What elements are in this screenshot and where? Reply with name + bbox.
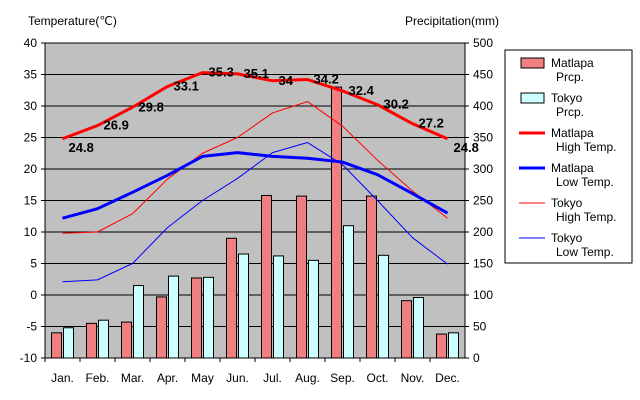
line-tokyo-low-temp	[62, 142, 448, 283]
x-tick-label: Sep.	[330, 371, 355, 385]
left-tick-label: 10	[24, 225, 38, 239]
left-tick-label: 5	[30, 257, 37, 271]
right-tick-label: 300	[473, 162, 493, 176]
legend-label: Matlapa	[551, 126, 594, 140]
bar-tokyo-prcp	[343, 225, 354, 359]
x-tick-label: Feb.	[85, 371, 109, 385]
legend-label: Matlapa	[551, 56, 594, 70]
bar-matlapa-prcp	[51, 332, 62, 359]
legend-label: Tokyo	[551, 196, 583, 210]
right-axis-title: Precipitation(mm)	[405, 14, 499, 28]
right-tick-label: 200	[473, 225, 493, 239]
left-axis-title: Temperature(℃)	[28, 14, 117, 28]
line-matlapa-low-temp	[62, 151, 449, 220]
data-label: 35.1	[244, 66, 269, 81]
bar-tokyo-prcp	[133, 285, 144, 359]
left-tick-label: 20	[24, 162, 38, 176]
left-tick-label: 15	[24, 194, 38, 208]
legend-label: Tokyo	[551, 231, 583, 245]
legend-box	[504, 49, 633, 264]
legend-label: Tokyo	[551, 91, 583, 105]
bar-matlapa-prcp	[121, 321, 132, 359]
bar-tokyo-prcp	[238, 253, 249, 359]
bar-matlapa-prcp	[261, 194, 272, 359]
left-tick-label: -10	[20, 351, 38, 365]
bar-matlapa-prcp	[191, 277, 202, 359]
data-label: 29.8	[139, 99, 164, 114]
legend-label: High Temp.	[556, 140, 616, 154]
bar-tokyo-prcp	[448, 332, 459, 359]
left-tick-label: 0	[30, 288, 37, 302]
right-tick-label: 450	[473, 68, 493, 82]
data-label: 26.9	[104, 118, 129, 133]
legend-label: Low Temp.	[556, 245, 614, 259]
x-tick-label: Oct.	[366, 371, 388, 385]
legend-label: Prcp.	[556, 105, 584, 119]
bar-tokyo-prcp	[168, 275, 179, 359]
left-tick-label: 35	[24, 68, 38, 82]
left-tick-label: 30	[24, 99, 38, 113]
bar-matlapa-prcp	[86, 322, 97, 359]
right-tick-label: 350	[473, 131, 493, 145]
bar-tokyo-prcp	[273, 255, 284, 359]
line-tokyo-high-temp	[62, 101, 448, 234]
line-series-group	[61, 71, 449, 283]
x-tick-label: Mar.	[121, 371, 144, 385]
x-tick-label: Jun.	[226, 371, 249, 385]
right-tick-label: 500	[473, 36, 493, 50]
data-labels-group: 24.8 26.9 29.8 33.1 35.3 35.1 34 34.2 32.4 30.2 27…	[69, 65, 479, 155]
x-tick-label: Dec.	[435, 371, 460, 385]
data-label: 35.3	[209, 65, 234, 80]
bar-matlapa-prcp	[296, 195, 307, 359]
x-tick-label: Jan.	[51, 371, 74, 385]
legend-label: High Temp.	[556, 210, 616, 224]
bar-matlapa-prcp	[156, 296, 167, 359]
data-label: 24.8	[454, 140, 479, 155]
data-label: 24.8	[69, 140, 94, 155]
data-label: 33.1	[174, 78, 199, 93]
legend-label: Prcp.	[556, 70, 584, 84]
bar-matlapa-prcp	[436, 333, 447, 359]
bar-matlapa-prcp	[366, 195, 377, 359]
bar-matlapa-prcp	[226, 237, 237, 359]
right-tick-label: 400	[473, 99, 493, 113]
right-tick-label: 150	[473, 257, 493, 271]
data-label: 30.2	[384, 97, 409, 112]
legend-label: Matlapa	[551, 161, 594, 175]
legend-label: Low Temp.	[556, 175, 614, 189]
x-tick-label: Nov.	[401, 371, 425, 385]
data-label: 32.4	[349, 83, 375, 98]
bar-tokyo-prcp	[308, 259, 319, 359]
left-tick-label: -5	[26, 320, 37, 334]
bar-matlapa-prcp	[401, 300, 412, 359]
x-tick-label: Apr.	[157, 371, 178, 385]
left-tick-label: 40	[24, 36, 38, 50]
left-tick-label: 25	[24, 131, 38, 145]
x-tick-label: Jul.	[263, 371, 282, 385]
axes-group: -10-505101520253035400501001502002503003…	[20, 36, 494, 385]
legend-swatch	[520, 57, 545, 69]
data-label: 27.2	[419, 116, 444, 131]
right-tick-label: 0	[473, 351, 480, 365]
bar-tokyo-prcp	[98, 319, 109, 359]
right-tick-label: 50	[473, 320, 487, 334]
line-matlapa-high-temp	[61, 71, 449, 141]
legend-swatch	[520, 92, 545, 104]
bar-tokyo-prcp	[203, 276, 214, 359]
x-tick-label: Aug.	[295, 371, 320, 385]
x-tick-label: May	[191, 371, 214, 385]
bar-tokyo-prcp	[378, 254, 389, 359]
right-tick-label: 250	[473, 194, 493, 208]
bar-tokyo-prcp	[413, 297, 424, 359]
data-label: 34	[279, 73, 294, 88]
bar-matlapa-prcp	[331, 86, 342, 359]
right-tick-label: 100	[473, 288, 493, 302]
bar-series-group	[51, 86, 459, 359]
bar-tokyo-prcp	[63, 327, 74, 359]
data-label: 34.2	[314, 72, 339, 87]
